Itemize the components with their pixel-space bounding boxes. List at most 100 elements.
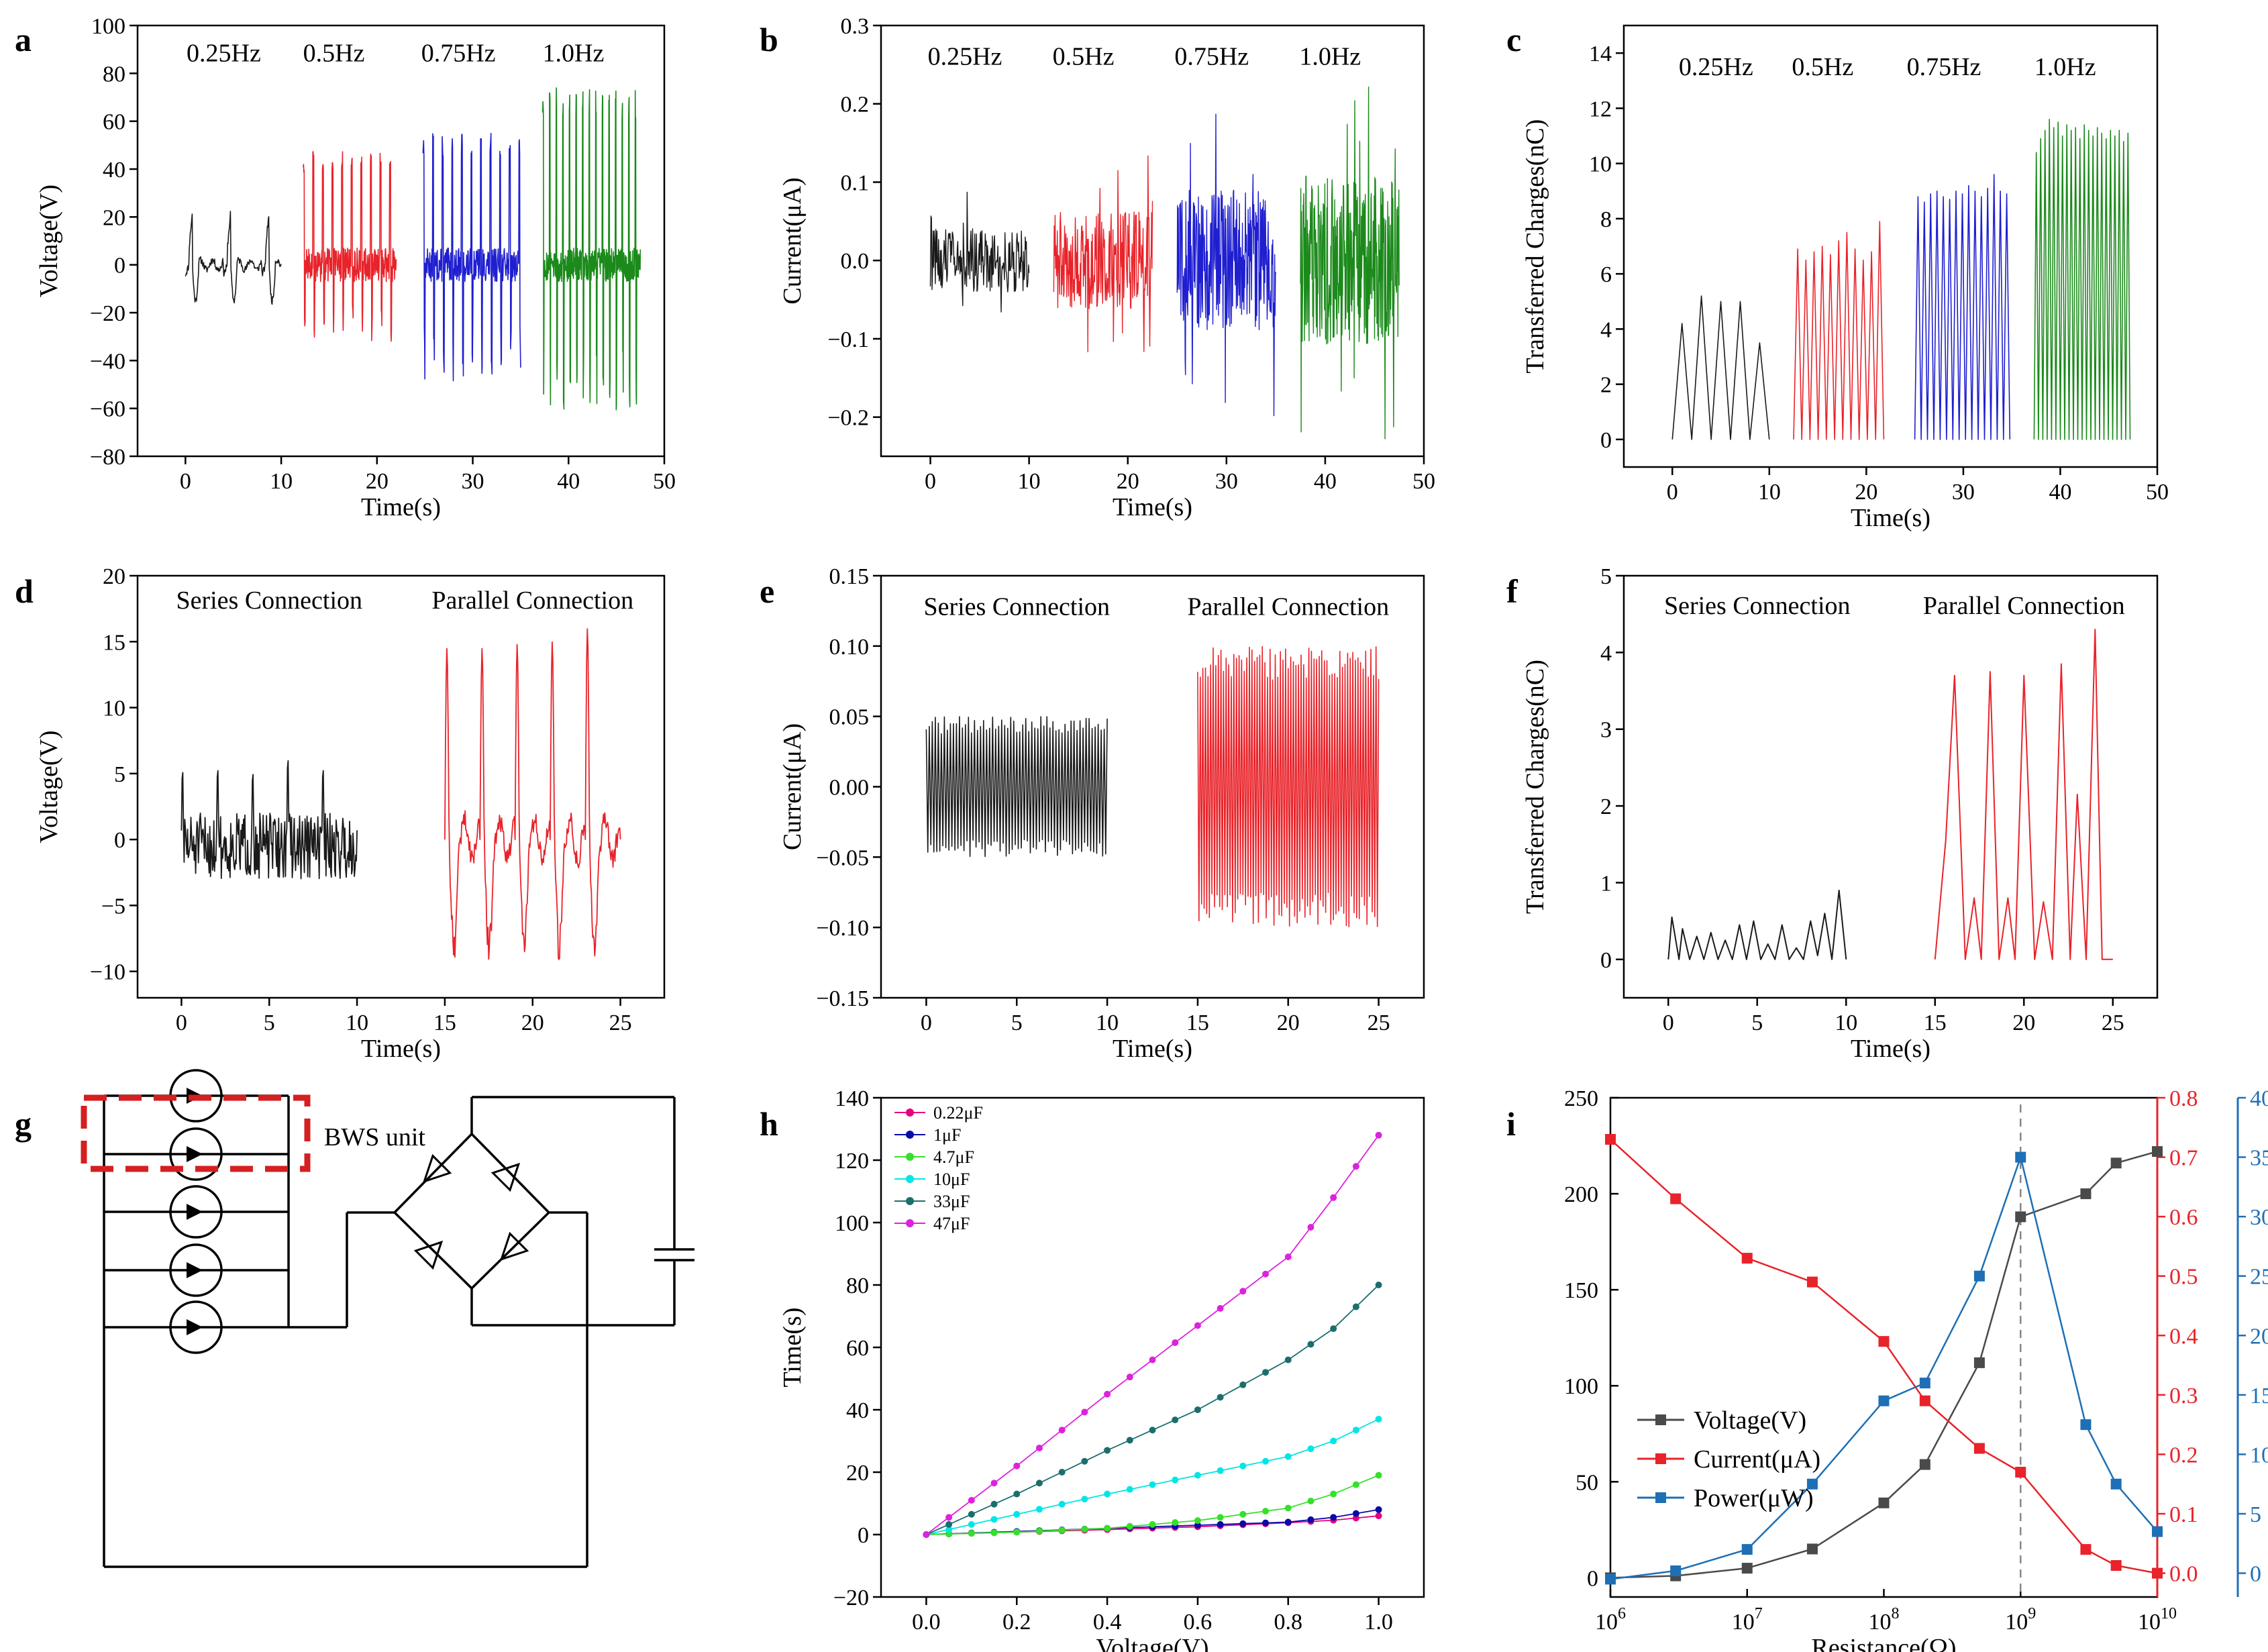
series-marker [1126,1437,1133,1444]
x-tick-exponent: 8 [1892,1605,1900,1622]
series-marker [1605,1573,1616,1585]
annotation-label: 0.75Hz [421,40,496,68]
series-marker [1375,1512,1382,1520]
x-tick-label: 0 [921,1011,932,1035]
series-marker [1307,1223,1315,1231]
series-marker [1284,1253,1292,1261]
y3-tick-label: 5 [2250,1502,2261,1527]
y-tick-label: 100 [835,1211,869,1236]
legend-marker [1655,1414,1666,1425]
series-line-1.0Hz [542,87,641,411]
x-tick-label: 0 [1663,1011,1674,1035]
series-marker [1126,1486,1133,1493]
y2-tick-label: 0.5 [2169,1265,2198,1290]
series-marker [1194,1322,1201,1329]
x-tick-label: 20 [521,1011,544,1035]
y-tick-label: 2 [1600,794,1612,819]
plot-frame [1609,1096,2159,1598]
series-marker [1104,1447,1111,1454]
series-line-Series Connection [1667,889,1847,960]
chart-h: 0.0 0.2 0.4 0.6 0.8 1.0 −20 0 20 40 60 80 100 120 140 V… [778,1086,1425,1652]
series-marker [1035,1480,1043,1487]
series-marker [1239,1520,1247,1527]
y-tick-label: 4 [1600,317,1612,342]
series-marker [1217,1467,1224,1474]
series-marker [968,1530,975,1537]
series-marker [1194,1406,1201,1413]
y-tick-label: −10 [90,960,125,985]
series-marker [2015,1467,2026,1478]
x-tick-exponent: 10 [2161,1605,2177,1622]
series-marker [1330,1437,1337,1445]
series-marker [990,1516,998,1523]
y-tick-label: −40 [90,349,125,374]
x-tick-label: 106 [1595,1605,1626,1635]
x-tick-exponent: 7 [1755,1605,1763,1622]
series-marker [1126,1374,1133,1381]
x-tick-label: 15 [433,1011,456,1035]
y-tick-label: 0.00 [829,776,870,801]
y-tick-label: 0 [114,828,125,853]
x-tick-label: 0.4 [1093,1610,1122,1635]
chart-e: 0 5 10 15 20 25 −0.15 −0.10 −0.05 0.00 0.05 0.10 0.1… [778,564,1425,1063]
series-line-33μF [926,1284,1380,1535]
x-tick-label: 0.0 [912,1610,941,1635]
y-tick-label: −5 [101,894,125,919]
series-marker [1919,1395,1930,1406]
series-marker [945,1520,953,1528]
y-tick-label: 0.05 [829,705,870,730]
legend-label: 4.7μF [933,1147,974,1167]
legend-label: 0.22μF [933,1103,983,1123]
panel-label-h: h [760,1105,778,1143]
series-marker [2080,1544,2092,1555]
x-tick-exponent: 6 [1618,1605,1626,1622]
y-tick-label: 4 [1600,641,1612,666]
source-arrow-icon [187,1319,203,1335]
x-tick-label: 1010 [2138,1605,2177,1635]
x-tick-label: 108 [1869,1605,1900,1635]
source-arrow-icon [187,1204,203,1220]
annotation-label: Series Connection [176,586,362,615]
series-line-0.5Hz [303,151,397,342]
series-marker [1013,1510,1021,1518]
series-line-Series Connection [181,760,358,880]
y-axis-label: Transferred Charges(nC) [1521,660,1549,914]
series-marker [1670,1565,1682,1577]
series-marker [945,1526,953,1533]
y-tick-label: 0.2 [841,93,870,117]
y-axis-label: Voltage(V) [35,185,63,297]
series-line-1.0Hz [1300,86,1400,440]
y-tick-label: 250 [1564,1086,1598,1111]
series-marker [1262,1457,1270,1465]
x-tick-label: 15 [1924,1011,1947,1035]
series-marker [1307,1341,1315,1348]
legend-label: 47μF [933,1214,970,1233]
series-marker [2080,1188,2092,1200]
series-line-0.75Hz [1176,113,1277,417]
panel-label-e: e [760,572,774,610]
series-marker [2152,1146,2163,1157]
annotation-label: 1.0Hz [2034,53,2096,81]
y2-tick-label: 0.0 [2169,1562,2198,1587]
current-source-4 [169,1243,223,1297]
legend-marker [906,1219,914,1227]
y2-tick-label: 0.8 [2169,1086,2198,1111]
series-marker [1919,1378,1930,1389]
series-marker [1104,1490,1111,1498]
series-marker [990,1529,998,1537]
y-tick-label: 50 [1576,1470,1598,1495]
y-axis-label: Time(s) [778,1308,807,1388]
annotation-label: Parallel Connection [431,586,633,615]
legend-label: Power(μW) [1694,1484,1814,1512]
series-marker [1330,1490,1337,1498]
chart-a: 0 10 20 30 40 50 −80 −60 −40 −20 0 20 40 60 80 100 Time(… [35,14,676,521]
series-marker [1352,1510,1359,1517]
y-tick-label: 0 [1600,948,1612,973]
series-marker [1375,1506,1382,1513]
x-tick-label: 25 [1368,1011,1390,1035]
x-tick-label: 15 [1186,1011,1209,1035]
y-tick-label: 140 [835,1086,869,1111]
series-marker [945,1514,953,1521]
y-tick-label: 0 [114,254,125,278]
x-tick-label: 5 [1751,1011,1763,1035]
